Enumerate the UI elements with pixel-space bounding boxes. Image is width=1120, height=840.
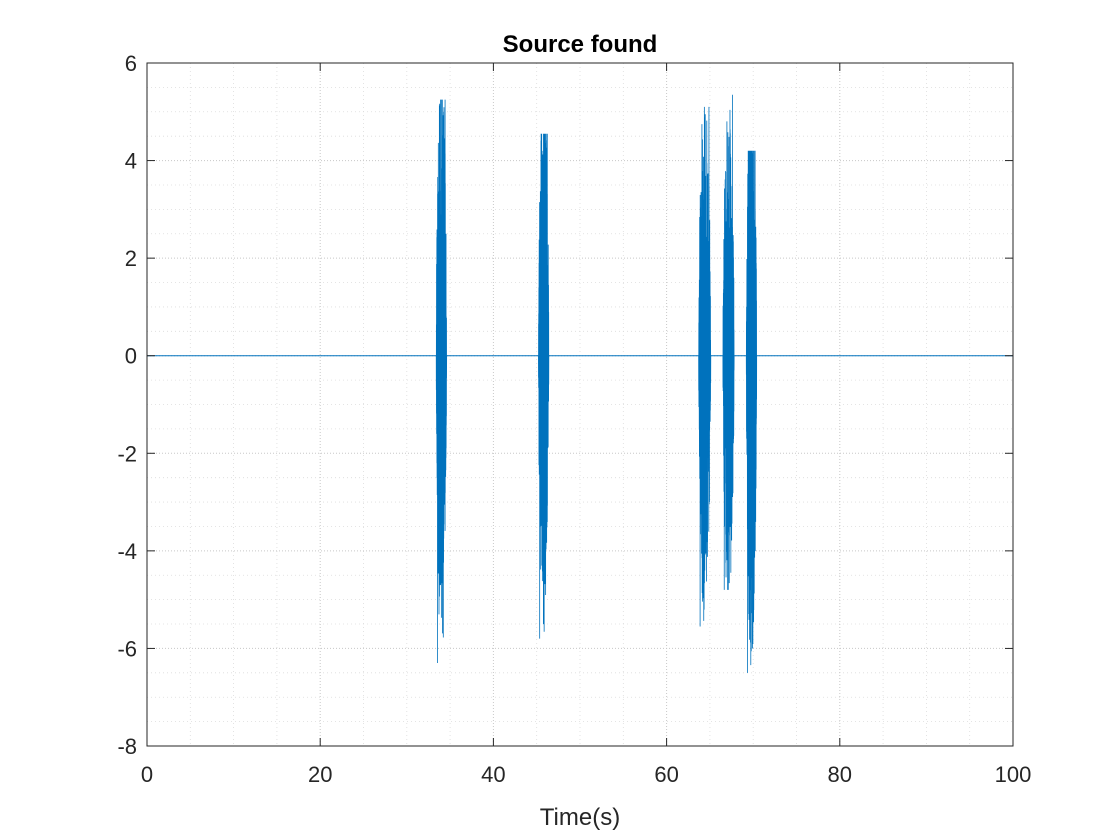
signal-burst xyxy=(722,94,735,590)
x-tick-label: 80 xyxy=(828,762,852,787)
plot-box xyxy=(146,62,1014,747)
signal-burst xyxy=(745,150,758,673)
x-tick-label: 40 xyxy=(481,762,505,787)
signal-burst xyxy=(435,99,448,664)
signal-burst xyxy=(698,106,712,627)
y-tick-label: 0 xyxy=(125,344,137,369)
y-tick-label: 6 xyxy=(125,51,137,76)
y-tick-label: 4 xyxy=(125,149,137,174)
series-layer xyxy=(147,94,1013,673)
x-axis-label: Time(s) xyxy=(540,804,620,831)
y-tick-labels: 6 4 2 0 -2 -4 -6 -8 xyxy=(117,51,137,759)
signal-burst xyxy=(538,133,550,639)
y-tick-label: -2 xyxy=(117,441,137,466)
x-tick-labels: 0 20 40 60 80 100 xyxy=(141,762,1031,787)
y-tick-label: -8 xyxy=(117,734,137,759)
x-tick-label: 60 xyxy=(654,762,678,787)
y-tick-label: -4 xyxy=(117,539,137,564)
x-tick-label: 0 xyxy=(141,762,153,787)
x-tick-label: 20 xyxy=(308,762,332,787)
chart-title: Source found xyxy=(503,31,658,58)
minor-grid xyxy=(147,63,1013,746)
tick-marks xyxy=(146,62,1014,747)
y-tick-label: 2 xyxy=(125,246,137,271)
y-tick-label: -6 xyxy=(117,636,137,661)
x-tick-label: 100 xyxy=(995,762,1032,787)
